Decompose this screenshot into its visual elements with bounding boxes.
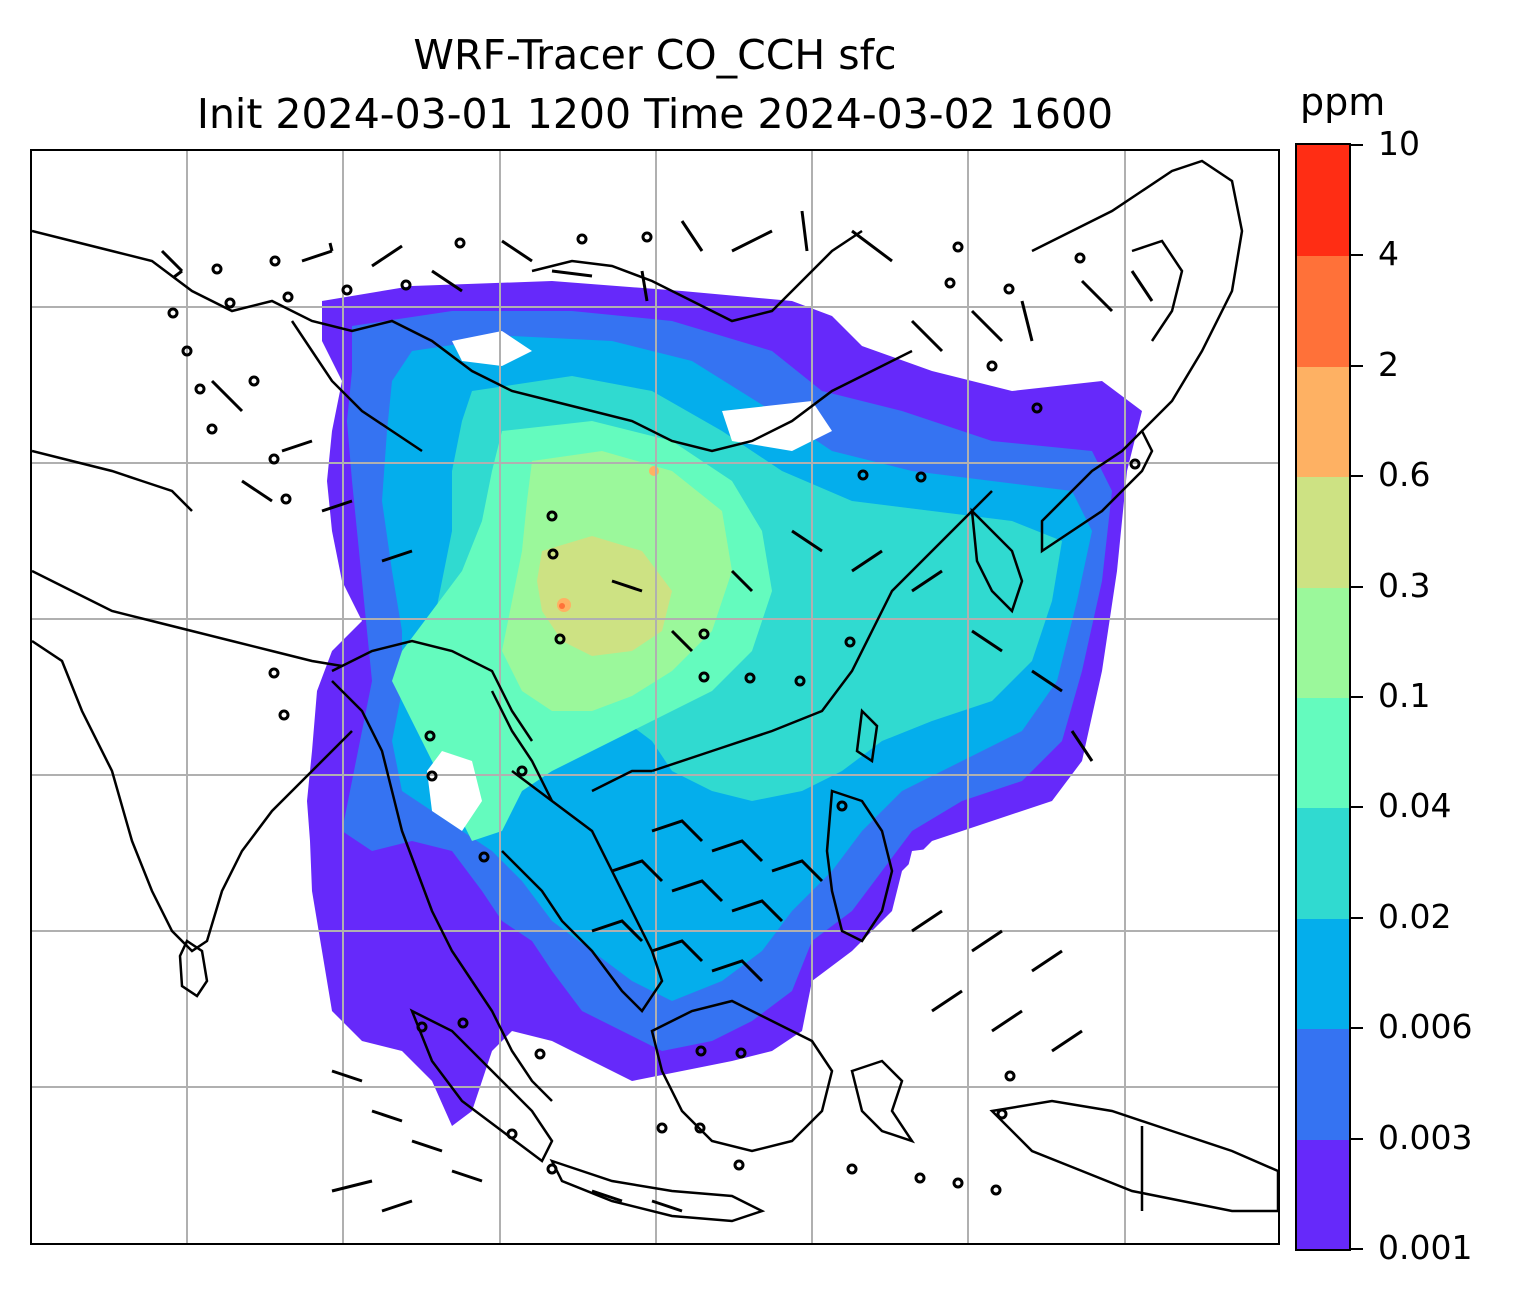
colorbar-tick-label: 0.1 xyxy=(1378,676,1431,715)
colorbar-band xyxy=(1297,255,1349,367)
colorbar-tick-label: 0.001 xyxy=(1378,1228,1473,1267)
colorbar-band xyxy=(1297,697,1349,809)
colorbar-unit: ppm xyxy=(1300,80,1386,124)
colorbar-tick xyxy=(1351,1248,1363,1250)
colorbar-band xyxy=(1297,586,1349,698)
colorbar-tick xyxy=(1351,475,1363,478)
colorbar-tick-label: 4 xyxy=(1378,234,1399,274)
field-level-9 xyxy=(559,603,565,609)
colorbar-tick-label: 0.006 xyxy=(1378,1007,1473,1047)
gridlines xyxy=(32,151,1278,1243)
colorbar-band xyxy=(1297,1138,1349,1249)
colorbar-tick-label: 0.02 xyxy=(1378,896,1452,936)
colorbar-band xyxy=(1297,1028,1349,1140)
field-level-7 xyxy=(537,536,672,656)
colorbar-tick xyxy=(1351,144,1363,146)
colorbar-tick xyxy=(1351,585,1363,588)
wind-barbs xyxy=(160,210,1154,1213)
tracer-field xyxy=(307,281,1142,1126)
colorbar-tick xyxy=(1351,364,1363,367)
colorbar-band xyxy=(1297,145,1349,257)
colorbar-tick-label: 0.003 xyxy=(1378,1117,1473,1157)
map-panel[interactable] xyxy=(30,149,1280,1245)
coastlines xyxy=(32,159,1278,1223)
map-canvas xyxy=(32,151,1278,1243)
colorbar-band xyxy=(1297,365,1349,478)
colorbar-tick-label: 2 xyxy=(1378,344,1399,384)
colorbar-tick xyxy=(1351,1027,1363,1030)
calm-winds xyxy=(167,231,1141,1196)
colorbar-tick xyxy=(1351,1137,1363,1140)
colorbar-tick xyxy=(1351,916,1363,919)
colorbar xyxy=(1295,143,1351,1251)
colorbar-tick xyxy=(1351,696,1363,698)
map-title: WRF-Tracer CO_CCH sfc xyxy=(413,31,897,79)
colorbar-tick xyxy=(1351,806,1363,809)
colorbar-tick-label: 0.04 xyxy=(1378,786,1452,826)
colorbar-band xyxy=(1297,476,1349,588)
field-level-8b xyxy=(649,466,659,476)
map-subtitle: Init 2024-03-01 1200 Time 2024-03-02 160… xyxy=(196,90,1114,138)
colorbar-tick-label: 10 xyxy=(1378,124,1420,163)
colorbar-tick xyxy=(1351,254,1363,257)
colorbar-tick-label: 0.6 xyxy=(1378,455,1431,495)
colorbar-band xyxy=(1297,917,1349,1030)
colorbar-band xyxy=(1297,807,1349,919)
colorbar-tick-label: 0.3 xyxy=(1378,565,1431,605)
